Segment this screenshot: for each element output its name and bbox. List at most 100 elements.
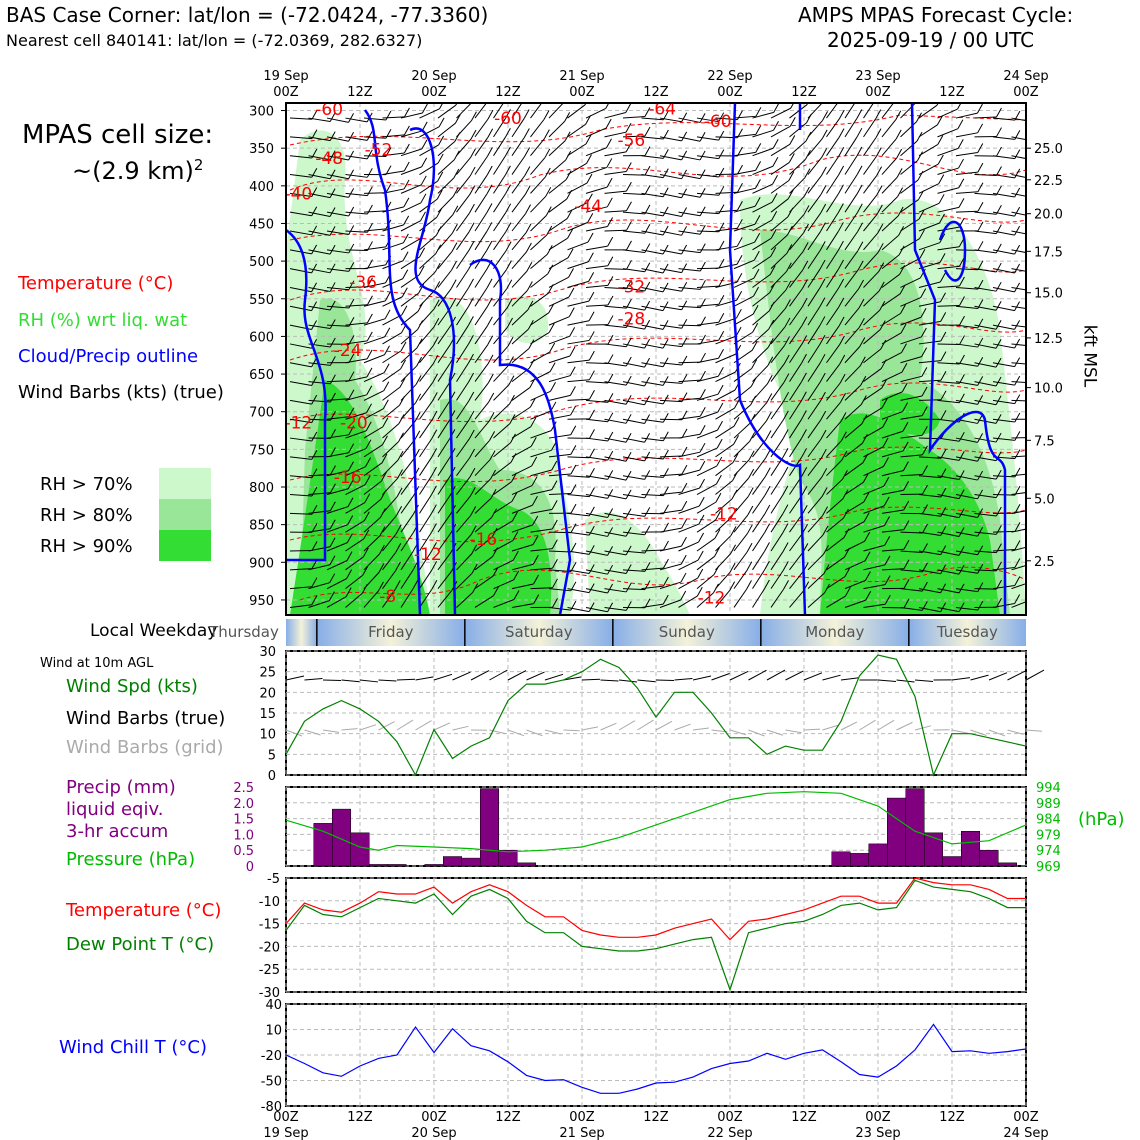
wind-barb-flag [765, 411, 772, 422]
wind-barb-flag [903, 520, 910, 530]
wind-barb-flag [782, 504, 789, 514]
pressure-line [285, 791, 1027, 853]
wind-barb-flag [486, 278, 493, 289]
wind-barb [511, 232, 527, 251]
wind-barb-flag [917, 151, 923, 161]
wind-barb-flag [783, 580, 789, 590]
wind-barb [604, 305, 627, 309]
wind-barb [622, 512, 645, 517]
wind-barb-flag [487, 128, 494, 138]
wind-barb [770, 198, 789, 213]
wind-barb [678, 117, 701, 123]
wind-barb-flag [718, 167, 725, 178]
wind-barb [437, 141, 456, 157]
wind-barb [363, 480, 382, 495]
y-tick-label: 10 [265, 1024, 282, 1039]
wind-barb [289, 604, 312, 608]
temperature-label: -20 [340, 413, 368, 433]
wind-barb [493, 423, 511, 439]
wind-barb-flag [438, 117, 445, 128]
wind-barb-flag [588, 564, 595, 574]
wind-barb-grid [637, 719, 654, 731]
wind-barb-flag [451, 260, 457, 271]
wind-barb-flag [366, 168, 373, 178]
pressure-unit-label: (hPa) [1078, 809, 1125, 830]
wind-barb-flag [486, 165, 493, 176]
wind-barb-flag [681, 464, 688, 475]
wind-barb [696, 321, 719, 326]
wind-barb [382, 278, 403, 288]
precip-label-3: 3-hr accum [66, 821, 169, 842]
wind-barb [863, 103, 875, 119]
wind-barb [733, 533, 748, 552]
wind-barb-flag [895, 110, 902, 120]
bottom-date-label: 19 Sep [263, 1126, 308, 1140]
y-tick-label: 1.5 [233, 813, 254, 828]
wind-barb [659, 249, 682, 255]
wind-barb-flag [838, 184, 844, 194]
wind-barb [604, 475, 627, 481]
wind-barb [474, 363, 489, 382]
day-label: Saturday [505, 623, 573, 641]
wind-barb-flag [838, 109, 845, 120]
wind-barb [456, 534, 472, 552]
wind-barb [789, 251, 804, 269]
wind-barb-flag [1052, 353, 1057, 362]
wind-barb [641, 494, 664, 497]
wind-barb [863, 137, 877, 156]
wind-barb [900, 257, 921, 270]
wind-barb [1011, 473, 1026, 477]
wind-barb-flag [607, 315, 614, 325]
wind-barb-flag [699, 261, 706, 272]
temperature-label: -52 [365, 141, 393, 161]
wind-barb [493, 384, 510, 401]
wind-barb [992, 192, 1015, 198]
wind-barb [1030, 269, 1052, 271]
wind-barb-flag [1014, 320, 1021, 330]
wind-barb-flag [431, 542, 437, 552]
wind-barb [289, 268, 312, 274]
wind-barb [826, 137, 840, 156]
wind-barb-flag [366, 149, 373, 160]
right-tick-label: 5.0 [1034, 492, 1055, 507]
wind-barb [326, 380, 350, 383]
wind-barb-flag [899, 284, 906, 295]
wind-barb [493, 579, 514, 590]
y-tick-label: 700 [249, 406, 274, 421]
wind-barb [807, 325, 821, 345]
wind-barb [289, 230, 312, 236]
wind-barb-flag [468, 391, 475, 402]
wind-barb [326, 324, 349, 327]
wind-barb-flag [589, 429, 595, 439]
wind-barb-grid [581, 726, 599, 731]
wind-barb [937, 108, 958, 119]
wind-barb [733, 223, 756, 232]
wind-barb [900, 336, 922, 345]
wind-barb-flag [864, 551, 871, 562]
wind-barb-flag [348, 243, 355, 254]
wind-barb-flag [699, 280, 706, 290]
wind-barb-flag [551, 519, 558, 530]
wind-barb-flag [995, 338, 1002, 349]
wind-barb [789, 381, 802, 401]
wind-barb [622, 174, 646, 176]
wind-barb-flag [939, 213, 945, 224]
wind-barb [752, 201, 773, 213]
wind-barb [1011, 155, 1026, 160]
wind-barb-flag [626, 240, 632, 251]
wind-barb-flag [367, 277, 373, 287]
wind-barb [382, 224, 404, 232]
wind-barb-flag [747, 487, 754, 497]
wind-barb [567, 339, 590, 345]
wind-barb [289, 456, 312, 460]
wind-barb-flag [784, 299, 791, 309]
wind-barb [437, 344, 451, 364]
wind-barb [881, 450, 904, 458]
wind-barb-flag [470, 506, 477, 516]
wind-barb-true [951, 677, 971, 681]
wind-barb [844, 560, 866, 571]
wind-barb [863, 525, 885, 533]
precip-bar [480, 788, 499, 867]
wind-barb-flag [916, 93, 921, 102]
wind-barb-flag [729, 562, 736, 573]
